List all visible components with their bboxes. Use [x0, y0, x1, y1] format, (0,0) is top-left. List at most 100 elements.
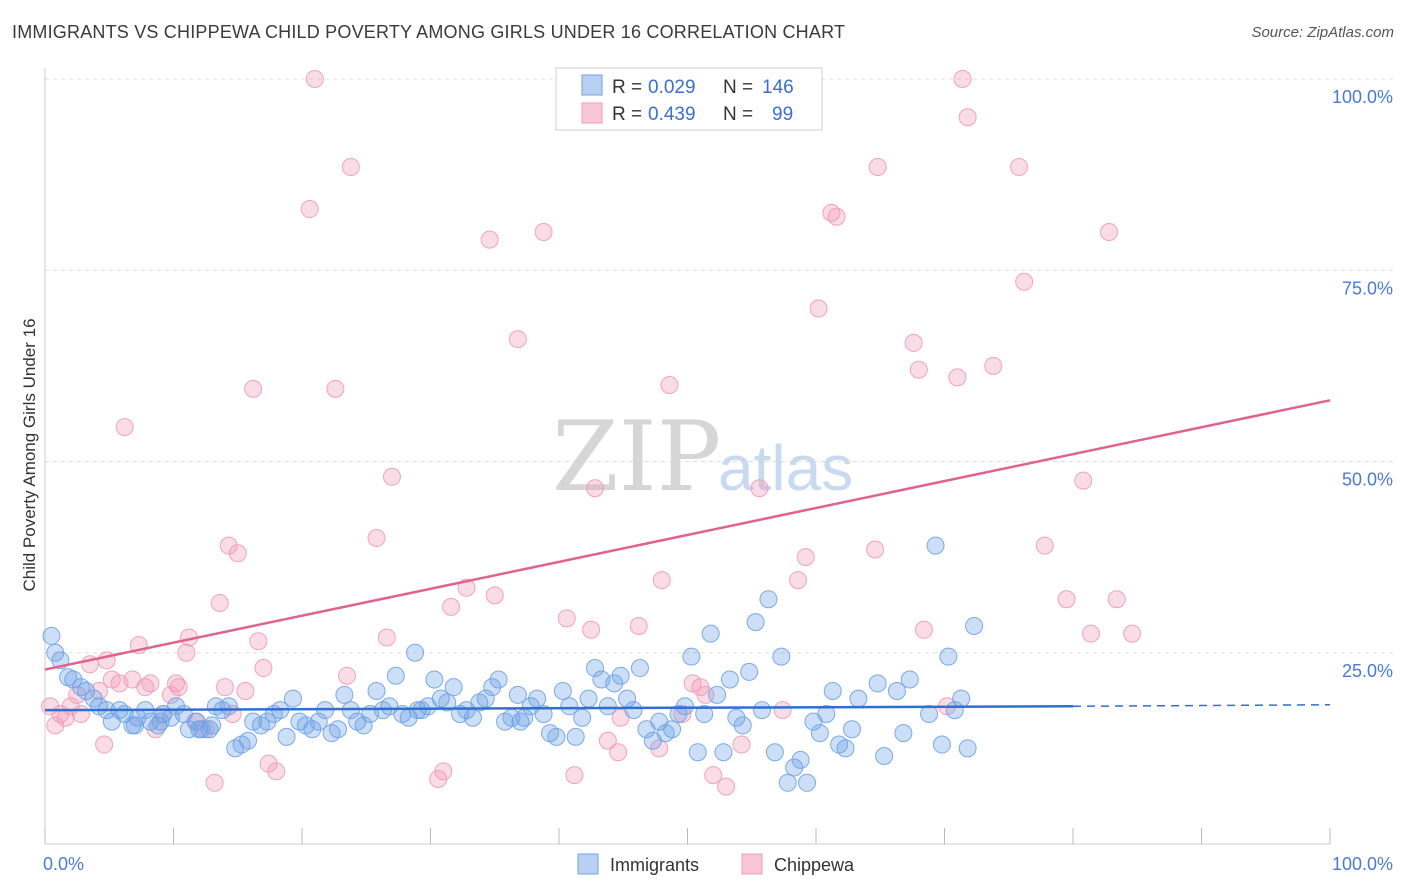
chippewa-point — [868, 157, 887, 176]
immigrants-point — [701, 624, 720, 643]
legend-r-value-2: 0.439 — [648, 104, 696, 125]
chippewa-point — [565, 766, 584, 785]
chippewa-point — [652, 571, 671, 590]
chippewa-point — [215, 678, 234, 697]
immigrants-point — [920, 704, 939, 723]
chippewa-point — [958, 108, 977, 127]
chippewa-point — [326, 379, 345, 398]
immigrants-point — [624, 701, 643, 720]
immigrants-point — [849, 689, 868, 708]
immigrants-point — [463, 708, 482, 727]
chippewa-point — [259, 754, 278, 773]
immigrants-point — [669, 704, 688, 723]
legend-n-label-2: N = — [723, 104, 753, 125]
chippewa-point — [582, 620, 601, 639]
legend-r-label-2: R = — [612, 104, 642, 125]
immigrants-point — [566, 727, 585, 746]
source-label: Source: ZipAtlas.com — [1251, 24, 1394, 41]
chippewa-point — [95, 735, 114, 754]
chippewa-point — [585, 479, 604, 498]
chippewa-point — [1081, 624, 1100, 643]
chart-title: IMMIGRANTS VS CHIPPEWA CHILD POVERTY AMO… — [12, 22, 846, 42]
chippewa-point — [442, 597, 461, 616]
immigrants-point — [675, 697, 694, 716]
chippewa-point — [660, 376, 679, 394]
immigrants-point — [965, 616, 984, 635]
immigrants-point — [900, 670, 919, 689]
legend-n-label-1: N = — [723, 77, 753, 98]
legend-r-label-1: R = — [612, 77, 642, 98]
immigrants-point — [425, 670, 444, 689]
chippewa-point — [337, 666, 356, 685]
chippewa-point — [267, 762, 286, 781]
immigrants-point — [740, 662, 759, 681]
immigrants-point — [746, 613, 765, 632]
immigrants-point — [406, 643, 425, 662]
watermark-zip: ZIP — [552, 401, 721, 513]
chippewa-point — [1010, 157, 1029, 176]
x-tick-labels: 0.0% 100.0% — [43, 854, 1393, 874]
immigrants-point — [547, 727, 566, 746]
chippewa-point — [948, 368, 967, 387]
immigrants-point — [553, 682, 572, 700]
immigrants-point — [708, 685, 727, 704]
chippewa-point — [434, 762, 453, 781]
immigrants-point — [573, 708, 592, 727]
grid-lines — [45, 78, 1395, 654]
immigrants-point — [77, 682, 96, 700]
immigrants-point — [64, 670, 83, 689]
chippewa-point — [909, 360, 928, 379]
chippewa-point — [809, 299, 828, 318]
immigrants-point — [958, 739, 977, 758]
chippewa-point — [115, 418, 134, 437]
immigrants-point — [894, 724, 913, 743]
immigrants-point — [328, 720, 347, 739]
chippewa-point — [1035, 536, 1054, 555]
immigrants-point — [284, 689, 303, 708]
immigrants-point — [354, 716, 373, 735]
immigrants-point — [367, 682, 386, 700]
bottom-legend-swatch-chippewa — [741, 853, 763, 875]
correlation-legend: R = 0.029 N = 146 R = 0.439 N = 99 — [555, 67, 823, 131]
immigrants-point — [952, 689, 971, 708]
immigrants-point — [560, 697, 579, 716]
chippewa-point — [254, 659, 273, 678]
chippewa-point — [480, 230, 499, 249]
immigrants-point — [335, 685, 354, 704]
trend-lines — [44, 399, 1331, 712]
immigrants-point — [663, 720, 682, 739]
immigrants-point — [303, 720, 322, 739]
immigrants-point — [688, 743, 707, 762]
immigrants-point — [277, 727, 296, 746]
chippewa-points — [41, 70, 1142, 796]
immigrants-point — [887, 682, 906, 700]
chippewa-point — [914, 620, 933, 639]
immigrants-point — [753, 701, 772, 720]
axes — [44, 68, 1331, 845]
immigrants-point — [534, 704, 553, 723]
immigrants-point — [714, 743, 733, 762]
immigrants-point — [939, 647, 958, 666]
immigrants-point — [836, 739, 855, 758]
chippewa-point — [219, 536, 238, 555]
legend-n-value-2: 99 — [772, 104, 793, 125]
chippewa-point — [377, 628, 396, 647]
bottom-legend-immigrants: Immigrants — [610, 855, 699, 875]
chippewa-point — [228, 544, 247, 563]
x-tick-label: 100.0% — [1332, 854, 1393, 874]
chippewa-point — [508, 330, 527, 349]
chippewa-point — [789, 571, 808, 590]
immigrants-trend-extension — [1072, 704, 1331, 708]
chippewa-point — [249, 632, 268, 651]
immigrants-point — [579, 689, 598, 708]
immigrants-trend-line — [44, 705, 1074, 712]
chippewa-point — [650, 739, 669, 758]
chippewa-point — [866, 540, 885, 559]
chippewa-point — [1123, 624, 1142, 643]
bottom-legend-chippewa: Chippewa — [774, 855, 855, 875]
y-tick-label: 75.0% — [1342, 278, 1393, 298]
immigrants-point — [611, 666, 630, 685]
immigrants-point — [817, 704, 836, 723]
bottom-legend-swatch-immigrants — [577, 853, 599, 875]
chippewa-point — [629, 616, 648, 635]
